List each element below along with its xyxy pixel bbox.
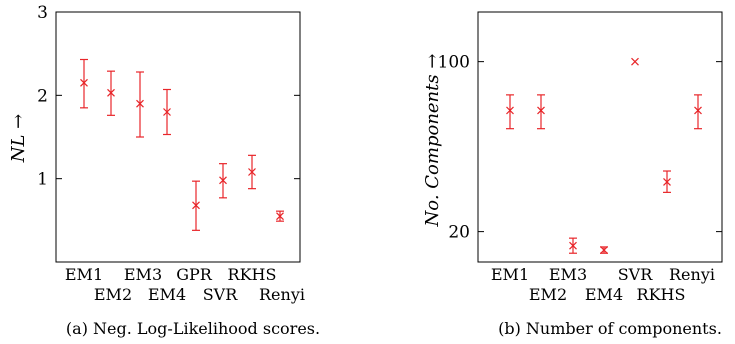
marker-x-stroke xyxy=(107,88,115,97)
y-tick-label: 3 xyxy=(37,3,48,23)
data-point-em1 xyxy=(506,94,514,130)
x-category-label: Renyi xyxy=(669,265,715,284)
marker-x-stroke xyxy=(537,106,545,115)
marker-x-stroke xyxy=(506,106,514,115)
y-tick-label: 100 xyxy=(438,53,470,73)
marker-x-stroke xyxy=(694,106,702,115)
data-point-rkhs xyxy=(248,154,256,190)
y-tick-label: 1 xyxy=(37,170,48,190)
data-point-em2 xyxy=(107,70,115,116)
data-point-em1 xyxy=(80,58,88,109)
data-point-em4 xyxy=(600,246,608,254)
data-point-em2 xyxy=(537,94,545,130)
x-category-label: EM4 xyxy=(148,285,186,304)
caption-components: (b) Number of components. xyxy=(498,319,722,338)
data-point-em3 xyxy=(569,237,577,254)
x-category-label: GPR xyxy=(176,265,213,284)
y-axis-label-nll: NL → xyxy=(8,114,29,164)
marker-x-stroke xyxy=(192,201,200,210)
marker-x-stroke xyxy=(569,241,577,250)
data-point-svr xyxy=(631,57,639,66)
data-point-renyi xyxy=(276,210,284,222)
x-category-label: EM2 xyxy=(529,285,567,304)
data-point-renyi xyxy=(694,94,702,130)
x-category-label: EM4 xyxy=(585,285,623,304)
y-tick-label: 20 xyxy=(448,223,470,243)
y-tick-label: 2 xyxy=(37,86,48,106)
x-category-label: EM1 xyxy=(491,265,529,284)
marker-x-stroke xyxy=(663,178,671,186)
data-point-rkhs xyxy=(663,170,671,193)
marker-x-stroke xyxy=(163,108,171,116)
x-category-label: RKHS xyxy=(637,285,686,304)
data-point-em3 xyxy=(136,71,144,138)
x-category-label: EM3 xyxy=(549,265,587,284)
x-category-label: EM3 xyxy=(124,265,162,284)
caption-nll: (a) Neg. Log-Likelihood scores. xyxy=(66,319,320,338)
x-category-label: SVR xyxy=(618,265,654,284)
marker-x-stroke xyxy=(219,176,227,185)
marker-x-stroke xyxy=(631,57,639,66)
plot-frame-nll xyxy=(55,11,301,263)
data-point-svr xyxy=(219,163,227,199)
x-category-label: EM1 xyxy=(65,265,103,284)
data-point-gpr xyxy=(192,180,200,231)
x-category-label: EM2 xyxy=(94,285,132,304)
plot-frame-components xyxy=(477,11,723,263)
y-axis-label-components: No. Components → xyxy=(422,54,443,228)
x-category-label: Renyi xyxy=(259,285,305,304)
marker-x-stroke xyxy=(80,78,88,87)
marker-x-stroke xyxy=(600,246,608,254)
x-category-label: SVR xyxy=(203,285,239,304)
marker-x-stroke xyxy=(276,212,284,221)
marker-x-stroke xyxy=(248,168,256,176)
data-point-em4 xyxy=(163,88,171,136)
marker-x-stroke xyxy=(136,99,144,108)
x-category-label: RKHS xyxy=(228,265,277,284)
